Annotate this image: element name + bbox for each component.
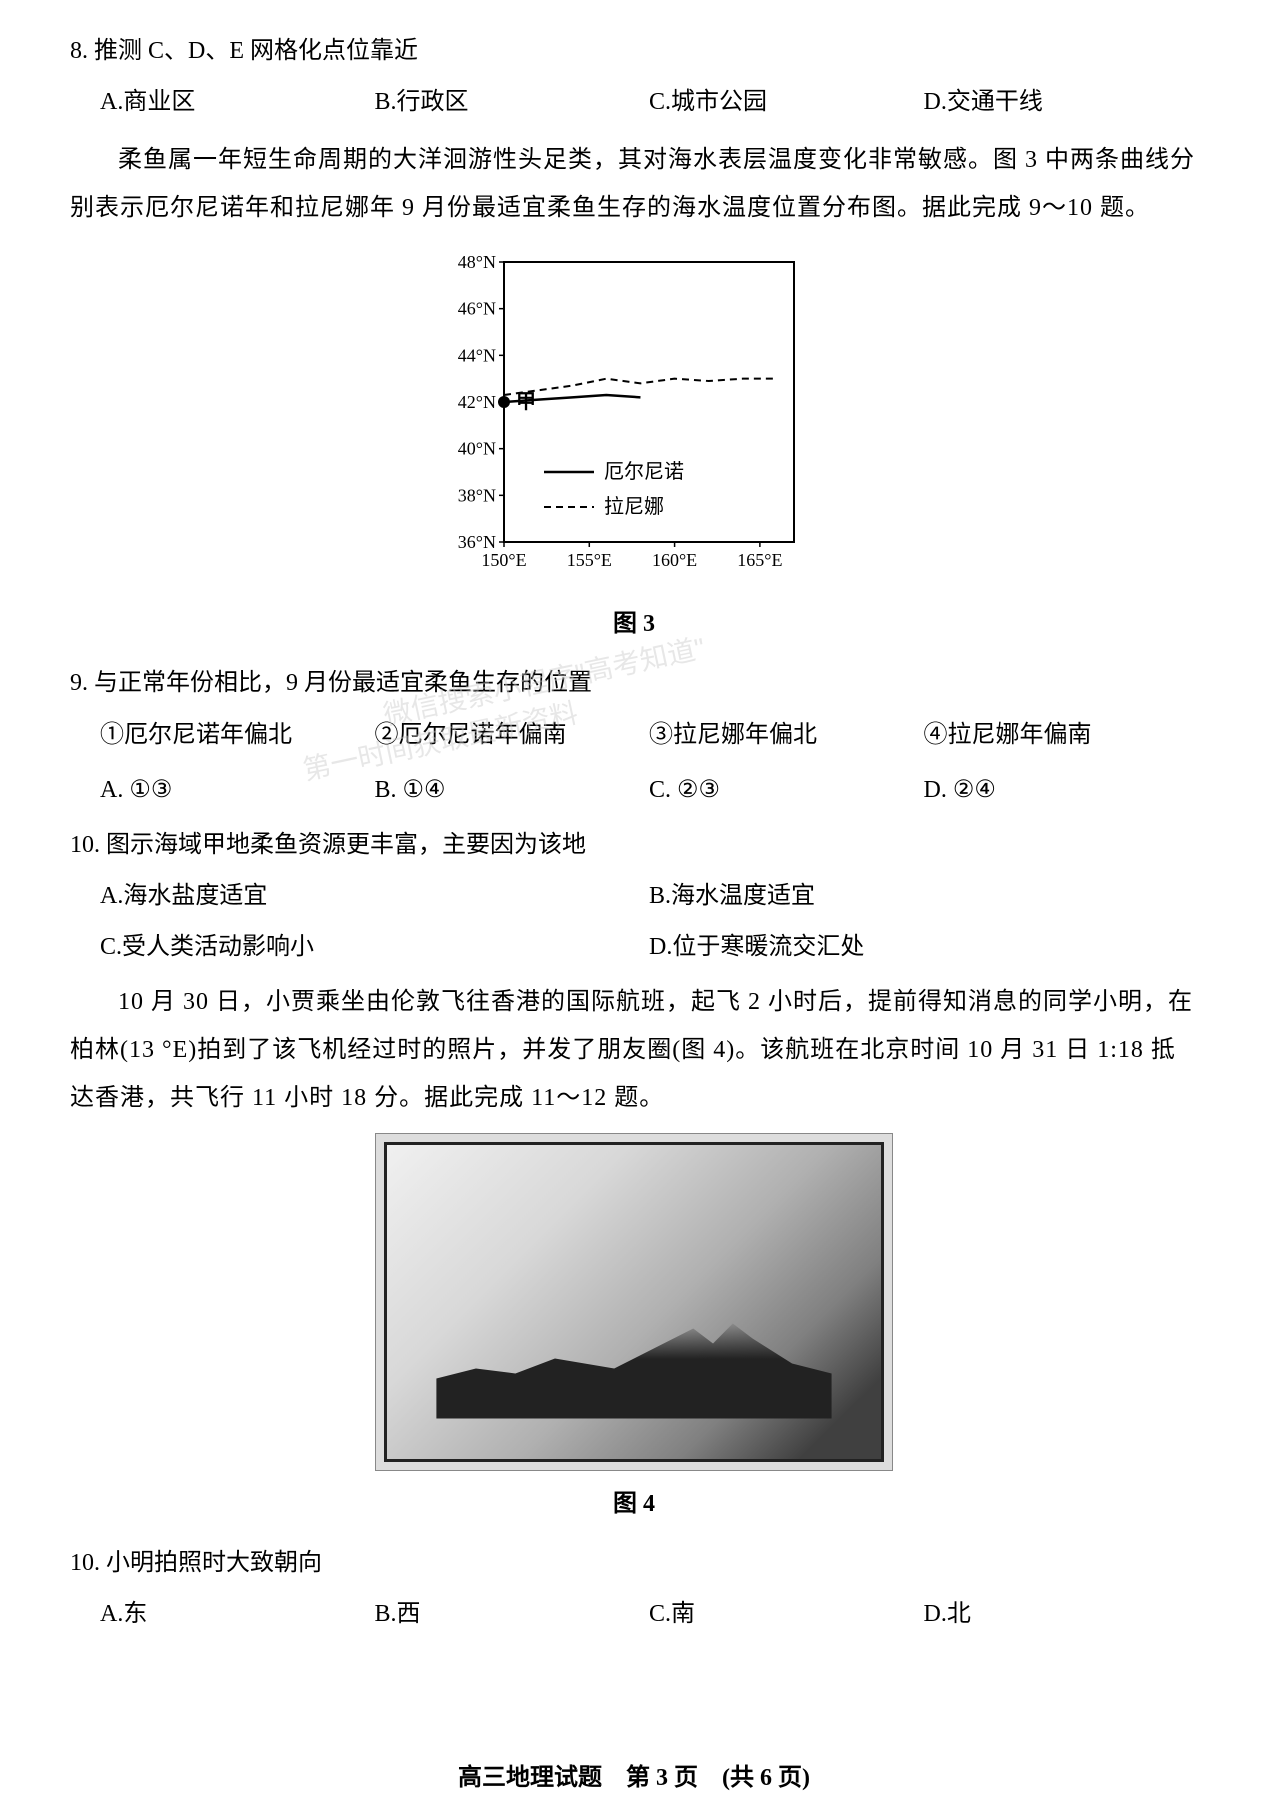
q9-sub3: ③拉尼娜年偏北 [649,714,924,757]
svg-text:48°N: 48°N [458,252,496,272]
q9-sub1: ①厄尔尼诺年偏北 [100,714,375,757]
svg-text:160°E: 160°E [652,550,697,570]
q9-sub-options: ①厄尔尼诺年偏北 ②厄尔尼诺年偏南 ③拉尼娜年偏北 ④拉尼娜年偏南 [70,714,1198,757]
svg-text:155°E: 155°E [567,550,612,570]
q11-stem: 10. 小明拍照时大致朝向 [70,1542,1198,1585]
q9-sub4: ④拉尼娜年偏南 [924,714,1199,757]
svg-text:165°E: 165°E [737,550,782,570]
svg-text:36°N: 36°N [458,532,496,552]
q8-options: A.商业区 B.行政区 C.城市公园 D.交通干线 [70,81,1198,124]
q10a-opt-d: D.位于寒暖流交汇处 [649,926,1198,969]
passage-1: 柔鱼属一年短生命周期的大洋洄游性头足类，其对海水表层温度变化非常敏感。图 3 中… [70,136,1198,232]
figure-4-photo [384,1142,884,1462]
q8-opt-a: A.商业区 [100,81,375,124]
q11-opt-d: D.北 [924,1593,1199,1636]
q8-opt-b: B.行政区 [375,81,650,124]
q9-stem: 9. 与正常年份相比，9 月份最适宜柔鱼生存的位置 [70,662,1198,705]
figure-3-chart: 48°N 46°N 44°N 42°N 40°N 38°N 36°N150°E 155°E 16… [444,252,824,582]
page-footer: 高三地理试题 第 3 页 (共 6 页) [0,1757,1268,1792]
q10a-opt-b: B.海水温度适宜 [649,875,1198,918]
q9-opt-b: B. ①④ [375,769,650,812]
q10a-stem: 10. 图示海域甲地柔鱼资源更丰富，主要因为该地 [70,824,1198,867]
q8-stem: 8. 推测 C、D、E 网格化点位靠近 [70,30,1198,73]
svg-text:46°N: 46°N [458,299,496,319]
q11-opt-b: B.西 [375,1593,650,1636]
figure-4-label: 图 4 [70,1483,1198,1518]
svg-text:40°N: 40°N [458,439,496,459]
q10a-row1: A.海水盐度适宜 B.海水温度适宜 [70,875,1198,918]
q9-sub2: ②厄尔尼诺年偏南 [375,714,650,757]
q11-opt-c: C.南 [649,1593,924,1636]
q10a-opt-c: C.受人类活动影响小 [100,926,649,969]
svg-text:拉尼娜: 拉尼娜 [604,495,664,518]
q11-options: A.东 B.西 C.南 D.北 [70,1593,1198,1636]
svg-text:44°N: 44°N [458,346,496,366]
q8-opt-d: D.交通干线 [924,81,1199,124]
q11-opt-a: A.东 [100,1593,375,1636]
q9-opt-a: A. ①③ [100,769,375,812]
q8-opt-c: C.城市公园 [649,81,924,124]
svg-text:厄尔尼诺: 厄尔尼诺 [604,460,684,483]
figure-3-label: 图 3 [70,603,1198,638]
svg-text:42°N: 42°N [458,392,496,412]
q9-opt-c: C. ②③ [649,769,924,812]
svg-text:38°N: 38°N [458,486,496,506]
figure-3-container: 48°N 46°N 44°N 42°N 40°N 38°N 36°N150°E 155°E 16… [70,252,1198,587]
figure-4-container [70,1142,1198,1467]
svg-text:甲: 甲 [516,391,536,413]
q9-options: A. ①③ B. ①④ C. ②③ D. ②④ [70,769,1198,812]
q9-opt-d: D. ②④ [924,769,1199,812]
svg-text:150°E: 150°E [481,550,526,570]
q10a-opt-a: A.海水盐度适宜 [100,875,649,918]
q10a-row2: C.受人类活动影响小 D.位于寒暖流交汇处 [70,926,1198,969]
passage-2: 10 月 30 日，小贾乘坐由伦敦飞往香港的国际航班，起飞 2 小时后，提前得知… [70,978,1198,1122]
